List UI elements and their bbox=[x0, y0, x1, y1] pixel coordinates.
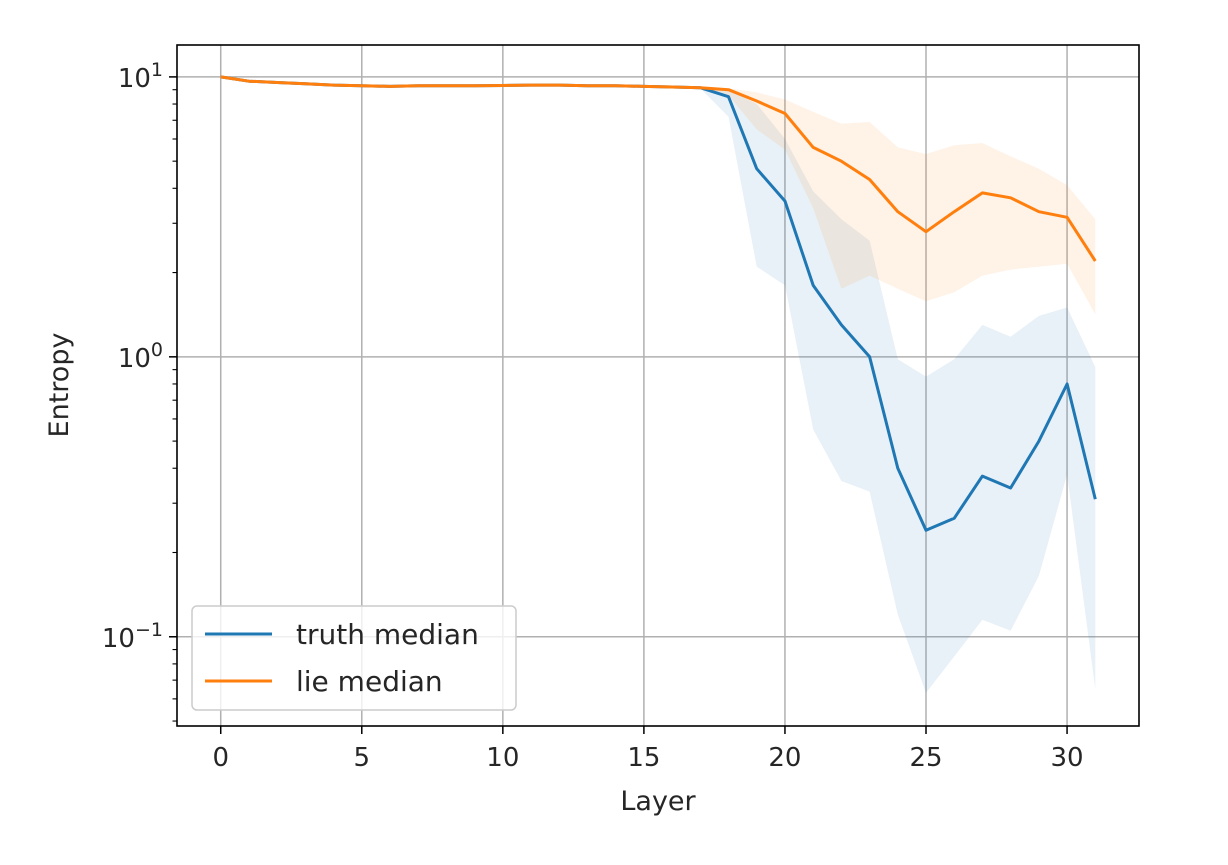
band-truth bbox=[220, 76, 1096, 693]
y-axis-label: Entropy bbox=[44, 333, 75, 438]
series-lines bbox=[220, 75, 1097, 532]
x-tick-label: 0 bbox=[212, 743, 229, 773]
x-tick-label: 10 bbox=[486, 743, 519, 773]
x-axis-label: Layer bbox=[620, 786, 696, 817]
confidence-bands bbox=[220, 76, 1096, 693]
band-lie bbox=[220, 76, 1096, 315]
x-tick-label: 20 bbox=[768, 743, 801, 773]
line-lie-median bbox=[220, 75, 1097, 262]
grid bbox=[177, 45, 1139, 726]
x-tick-label: 30 bbox=[1051, 743, 1084, 773]
x-tick-label: 15 bbox=[627, 743, 660, 773]
x-tick-label: 5 bbox=[354, 743, 371, 773]
y-tick-label: 10−1 bbox=[102, 619, 163, 654]
y-tick-label: 100 bbox=[118, 339, 163, 374]
x-tick-label: 25 bbox=[909, 743, 942, 773]
legend-label-lie: lie median bbox=[296, 665, 443, 698]
axis-ticks: 0 5 10 15 20 25 30 101 100 10−1 bbox=[102, 59, 1084, 773]
legend-box bbox=[191, 605, 517, 711]
legend: truth median lie median bbox=[191, 605, 517, 711]
plot-frame bbox=[176, 44, 1140, 727]
legend-label-truth: truth median bbox=[296, 618, 479, 651]
y-tick-label: 101 bbox=[118, 59, 163, 94]
